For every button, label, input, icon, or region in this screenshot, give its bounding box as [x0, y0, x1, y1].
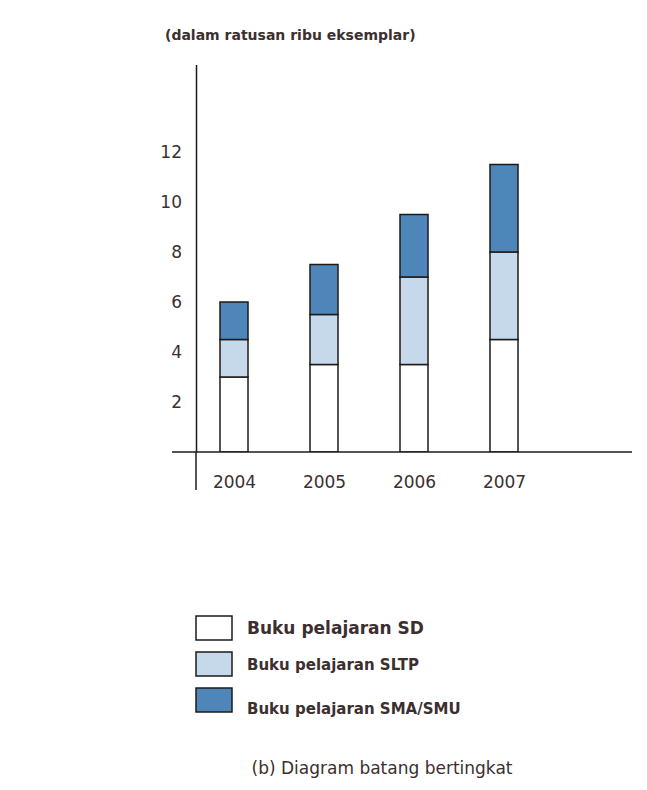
y-tick-label: 6 — [171, 292, 182, 312]
y-tick: 6 — [171, 292, 196, 312]
bar-segment — [220, 340, 248, 378]
x-tick: 2004 — [213, 452, 256, 492]
y-tick: 2 — [171, 392, 196, 412]
y-tick: 12 — [160, 142, 196, 162]
legend-label: Buku pelajaran SLTP — [247, 656, 419, 674]
legend: Buku pelajaran SD Buku pelajaran SLTP Buku… — [196, 616, 461, 718]
chart-title: (b) Diagram batang bertingkat — [252, 758, 513, 778]
bar-segment — [490, 165, 518, 253]
bar-segment — [400, 277, 428, 365]
x-tick-label: 2004 — [213, 472, 256, 492]
legend-swatch — [196, 688, 232, 712]
y-tick-label: 12 — [160, 142, 182, 162]
x-tick-label: 2005 — [303, 472, 346, 492]
bar-segment — [400, 215, 428, 278]
y-tick-label: 2 — [171, 392, 182, 412]
y-tick: 4 — [171, 342, 196, 362]
legend-swatch — [196, 616, 232, 640]
bar-segment — [220, 302, 248, 340]
bar-segment — [220, 377, 248, 452]
legend-label: Buku pelajaran SD — [247, 618, 424, 638]
legend-label: Buku pelajaran SMA/SMU — [247, 700, 461, 718]
x-tick: 2005 — [303, 452, 346, 492]
x-tick-label: 2007 — [483, 472, 526, 492]
y-axis: 2 4 6 8 10 12 — [160, 65, 196, 453]
bar-segment — [310, 365, 338, 453]
bar-segment — [490, 340, 518, 453]
y-tick-label: 10 — [160, 192, 182, 212]
legend-swatch — [196, 652, 232, 676]
y-tick: 8 — [171, 242, 196, 262]
x-axis: 2004 2005 2006 2007 — [213, 452, 526, 492]
y-axis-label: (dalam ratusan ribu eksemplar) — [165, 27, 416, 43]
bar-segment — [400, 365, 428, 453]
x-tick: 2007 — [483, 452, 526, 492]
bars — [220, 165, 518, 453]
y-axis-extension — [195, 452, 197, 490]
y-tick-label: 8 — [171, 242, 182, 262]
bar-segment — [310, 315, 338, 365]
chart: (dalam ratusan ribu eksemplar) 2 4 6 8 10 12 20… — [0, 0, 647, 790]
y-tick: 10 — [160, 192, 196, 212]
bar-segment — [310, 265, 338, 315]
y-tick-label: 4 — [171, 342, 182, 362]
x-tick-label: 2006 — [393, 472, 436, 492]
x-axis-line — [172, 451, 632, 453]
y-axis-line — [196, 65, 198, 453]
bar-segment — [490, 252, 518, 340]
x-tick: 2006 — [393, 452, 436, 492]
